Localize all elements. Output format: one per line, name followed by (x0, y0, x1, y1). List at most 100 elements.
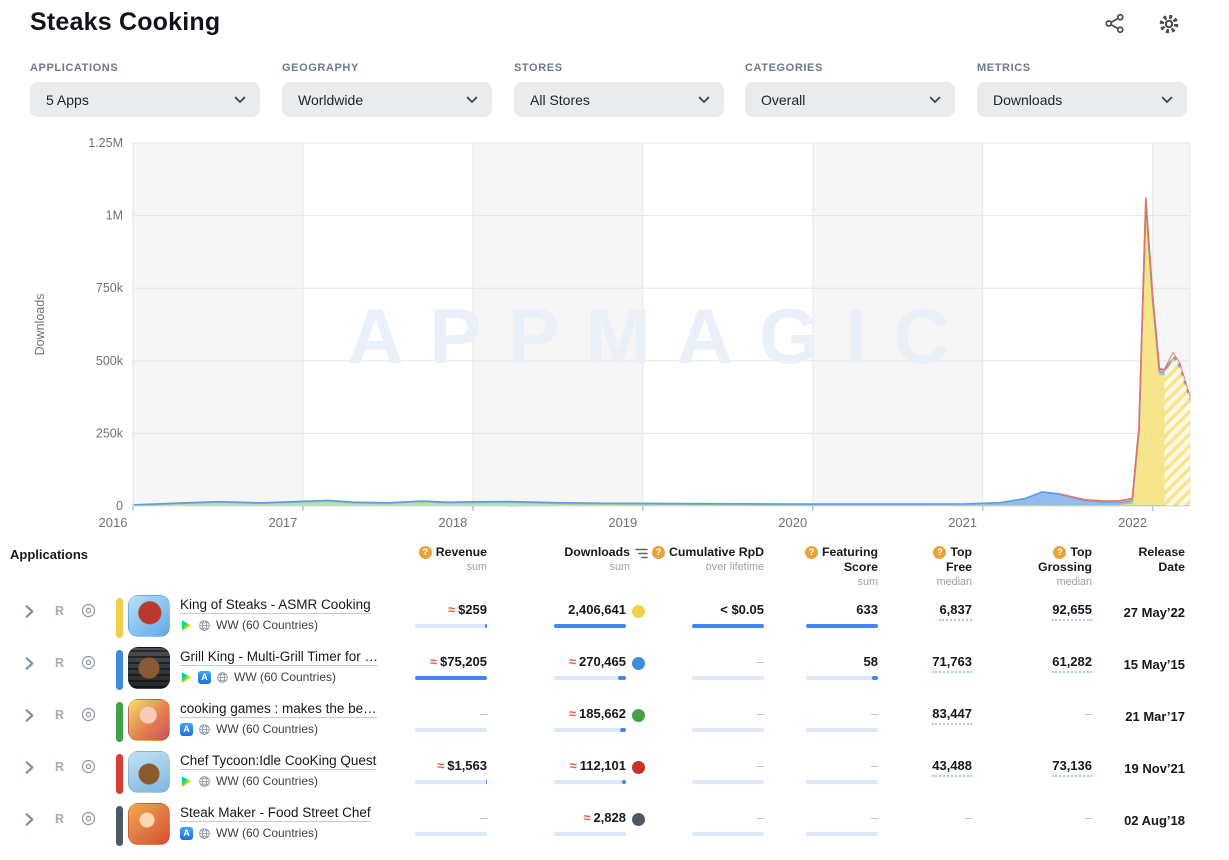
gear-icon[interactable] (1157, 12, 1181, 41)
related-apps-toggle[interactable]: R (55, 760, 65, 774)
help-icon[interactable] (1053, 546, 1067, 559)
expand-chevron-icon[interactable] (22, 604, 37, 624)
column-header-featuring-score[interactable]: Featuring Score sum (804, 545, 878, 589)
svg-text:Downloads: Downloads (33, 294, 47, 356)
series-color-bar (116, 598, 123, 638)
watch-eye-icon[interactable] (80, 810, 97, 832)
help-icon[interactable] (652, 546, 666, 559)
globe-icon (198, 775, 211, 788)
table-row: R Grill King - Multi-Grill Timer for … A… (0, 645, 1229, 697)
categories-dropdown[interactable]: Overall (745, 82, 955, 117)
svg-text:250k: 250k (96, 426, 124, 440)
watch-eye-icon[interactable] (80, 602, 97, 624)
app-icon (128, 699, 170, 741)
series-dot (632, 657, 645, 670)
series-dot (632, 709, 645, 722)
app-geo: WW (60 Countries) (216, 774, 319, 788)
svg-text:0: 0 (116, 499, 123, 513)
downloads-area-chart: 0 250k 500k 750k 1M 1.25M APPMAGIC 2016 2017 2018… (0, 133, 1229, 533)
help-icon[interactable] (418, 546, 432, 559)
svg-text:APPMAGIC: APPMAGIC (347, 292, 975, 380)
app-icon (128, 647, 170, 689)
app-name-link[interactable]: Steak Maker - Food Street Chef (180, 805, 371, 822)
filter-label-stores: STORES (514, 62, 563, 74)
watch-eye-icon[interactable] (80, 706, 97, 728)
app-icon (128, 751, 170, 793)
table-row: R Steak Maker - Food Street Chef A WW (6… (0, 801, 1229, 853)
series-color-bar (116, 806, 123, 846)
watch-eye-icon[interactable] (80, 654, 97, 676)
table-header: Applications Revenue sum Downloads sum C… (0, 545, 1229, 593)
app-name-link[interactable]: cooking games : makes the be… (180, 701, 377, 718)
svg-text:2017: 2017 (268, 515, 297, 530)
table-row: R Chef Tycoon:Idle CooKing Quest WW (60 … (0, 749, 1229, 801)
related-apps-toggle[interactable]: R (55, 812, 65, 826)
app-store-icon: A (198, 670, 211, 684)
expand-chevron-icon[interactable] (22, 812, 37, 832)
app-geo: WW (60 Countries) (216, 722, 319, 736)
app-store-icon: A (180, 826, 193, 840)
chevron-down-icon (466, 96, 478, 103)
column-header-revenue[interactable]: Revenue sum (418, 545, 487, 574)
app-icon (128, 595, 170, 637)
column-header-downloads[interactable]: Downloads sum (564, 545, 648, 574)
series-dot (632, 813, 645, 826)
app-name-link[interactable]: King of Steaks - ASMR Cooking (180, 597, 371, 614)
svg-text:2016: 2016 (99, 515, 128, 530)
series-color-bar (116, 650, 123, 690)
series-color-bar (116, 702, 123, 742)
table-section-label: Applications (10, 547, 89, 562)
metrics-dropdown[interactable]: Downloads (977, 82, 1187, 117)
chevron-down-icon (698, 96, 710, 103)
globe-icon (216, 671, 229, 684)
svg-text:2020: 2020 (778, 515, 807, 530)
app-name-link[interactable]: Chef Tycoon:Idle CooKing Quest (180, 753, 377, 770)
column-header-top-grossing[interactable]: Top Grossing median (1038, 545, 1092, 589)
google-play-icon (180, 671, 193, 684)
related-apps-toggle[interactable]: R (55, 604, 65, 618)
sort-desc-icon (635, 548, 648, 558)
stores-dropdown[interactable]: All Stores (514, 82, 724, 117)
series-dot (632, 605, 645, 618)
app-geo: WW (60 Countries) (216, 618, 319, 632)
column-header-cumulative-rpd[interactable]: Cumulative RpD over lifetime (652, 545, 764, 574)
app-geo: WW (60 Countries) (234, 670, 337, 684)
chevron-down-icon (1161, 96, 1173, 103)
related-apps-toggle[interactable]: R (55, 708, 65, 722)
share-icon[interactable] (1103, 12, 1126, 40)
globe-icon (198, 723, 211, 736)
filter-label-geography: GEOGRAPHY (282, 62, 359, 74)
expand-chevron-icon[interactable] (22, 656, 37, 676)
series-dot (632, 761, 645, 774)
svg-text:2018: 2018 (438, 515, 467, 530)
help-icon[interactable] (804, 546, 818, 559)
chevron-down-icon (234, 96, 246, 103)
expand-chevron-icon[interactable] (22, 760, 37, 780)
google-play-icon (180, 775, 193, 788)
svg-text:1.25M: 1.25M (88, 136, 123, 150)
google-play-icon (180, 619, 193, 632)
svg-text:2019: 2019 (608, 515, 637, 530)
related-apps-toggle[interactable]: R (55, 656, 65, 670)
table-row: R King of Steaks - ASMR Cooking WW (60 C… (0, 593, 1229, 645)
svg-text:500k: 500k (96, 354, 124, 368)
applications-dropdown[interactable]: 5 Apps (30, 82, 260, 117)
svg-text:2021: 2021 (948, 515, 977, 530)
app-store-icon: A (180, 722, 193, 736)
expand-chevron-icon[interactable] (22, 708, 37, 728)
svg-text:2022: 2022 (1118, 515, 1147, 530)
column-header-top-free[interactable]: Top Free median (933, 545, 972, 589)
series-color-bar (116, 754, 123, 794)
table-row: R cooking games : makes the be… A WW (60… (0, 697, 1229, 749)
app-geo: WW (60 Countries) (216, 826, 319, 840)
filter-label-applications: APPLICATIONS (30, 62, 119, 74)
globe-icon (198, 827, 211, 840)
page-title: Steaks Cooking (30, 8, 221, 36)
watch-eye-icon[interactable] (80, 758, 97, 780)
help-icon[interactable] (933, 546, 947, 559)
geography-dropdown[interactable]: Worldwide (282, 82, 492, 117)
app-name-link[interactable]: Grill King - Multi-Grill Timer for … (180, 649, 379, 666)
column-header-release-date[interactable]: Release Date (1138, 545, 1186, 574)
chevron-down-icon (929, 96, 941, 103)
